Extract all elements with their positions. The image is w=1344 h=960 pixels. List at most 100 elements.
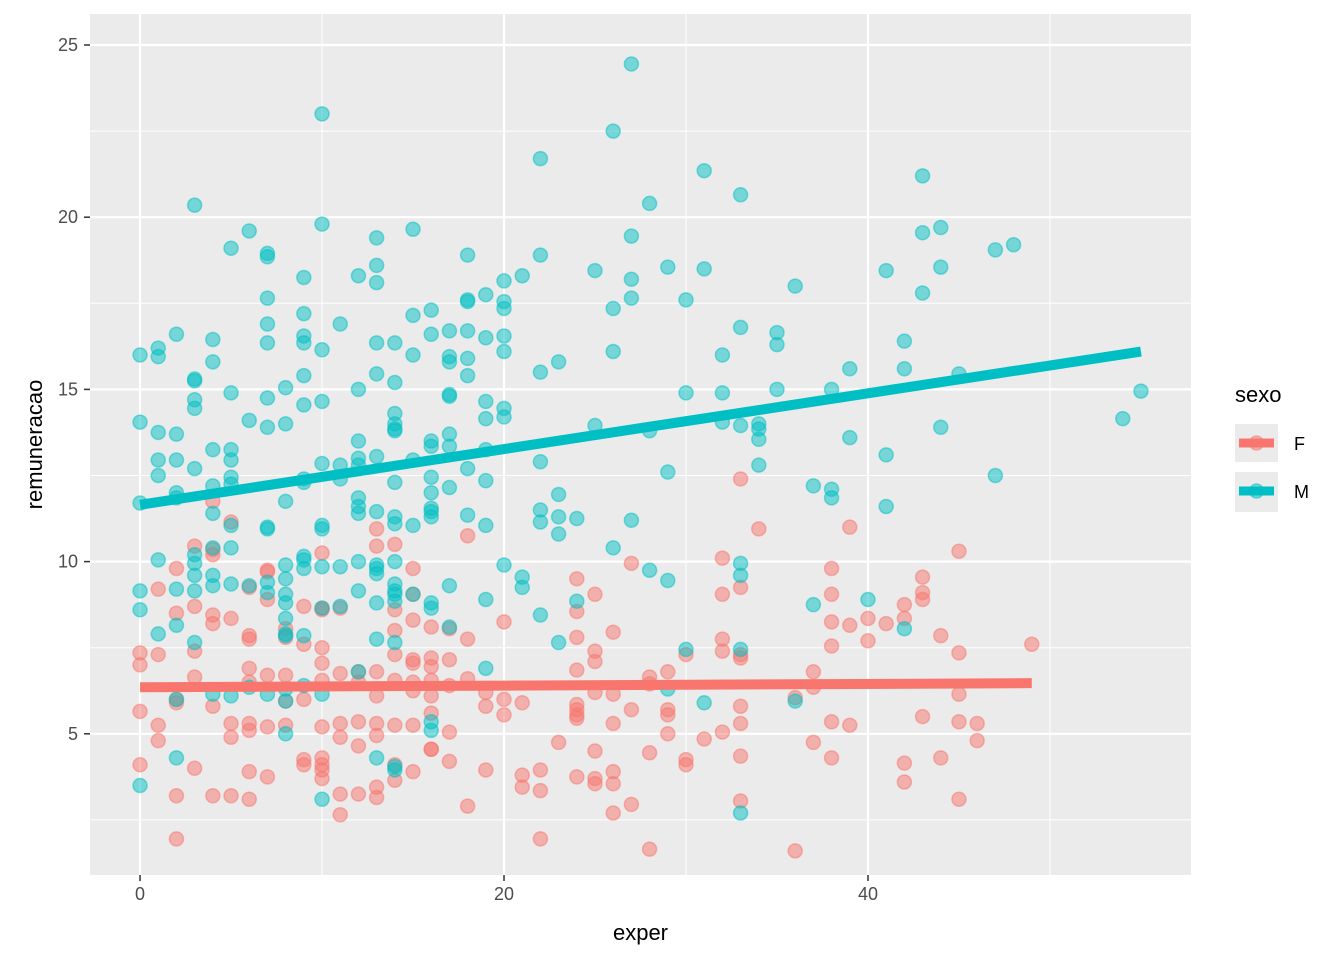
data-point-F-211	[951, 543, 967, 560]
data-point-F-155	[623, 555, 640, 572]
x-tick-label-0: 0	[135, 884, 145, 904]
data-point-M-8	[150, 424, 166, 441]
data-point-M-205	[514, 267, 530, 284]
data-point-M-53	[241, 412, 257, 429]
data-point-M-263	[787, 278, 803, 294]
data-point-M-230	[623, 271, 640, 287]
data-point-M-121	[368, 230, 385, 246]
legend-label-F: F	[1294, 434, 1305, 454]
data-point-F-101	[405, 717, 421, 733]
data-point-M-244	[696, 261, 712, 277]
data-point-M-209	[532, 247, 549, 263]
data-point-M-18	[168, 581, 185, 597]
panel-background	[90, 14, 1191, 875]
data-point-F-188	[805, 734, 822, 751]
data-point-F-194	[823, 750, 840, 766]
data-point-F-44	[259, 719, 276, 735]
data-point-M-94	[314, 106, 330, 122]
data-point-M-220	[569, 510, 585, 527]
data-point-F-78	[368, 521, 385, 537]
data-point-M-176	[441, 438, 458, 454]
data-point-M-278	[896, 621, 913, 637]
data-point-F-131	[532, 831, 549, 847]
data-point-M-133	[368, 750, 385, 766]
data-point-F-77	[350, 786, 367, 802]
data-point-F-190	[823, 586, 840, 603]
data-point-M-10	[150, 467, 166, 484]
data-point-M-219	[550, 634, 567, 651]
data-point-F-119	[459, 798, 476, 814]
data-point-F-214	[951, 713, 967, 730]
data-point-F-43	[259, 667, 276, 683]
data-point-M-13	[168, 326, 185, 343]
data-point-F-51	[296, 598, 312, 615]
data-point-F-161	[641, 841, 658, 857]
data-point-M-215	[550, 354, 567, 370]
data-point-M-95	[314, 216, 330, 232]
data-point-M-194	[478, 517, 494, 534]
data-point-M-74	[277, 595, 294, 611]
data-point-M-91	[296, 560, 312, 577]
data-point-M-201	[496, 343, 512, 360]
data-point-F-162	[660, 664, 676, 680]
y-axis-title: remuneracao	[22, 380, 47, 510]
data-point-F-132	[550, 734, 567, 751]
series-F-points	[132, 471, 1040, 859]
data-point-M-170	[441, 323, 458, 339]
data-point-M-72	[277, 571, 294, 587]
data-point-F-98	[405, 655, 421, 671]
data-point-F-117	[459, 631, 476, 647]
data-point-M-15	[168, 452, 185, 468]
data-point-F-205	[914, 569, 931, 585]
data-point-M-127	[368, 503, 385, 520]
data-point-F-4	[150, 581, 166, 597]
data-point-F-122	[478, 762, 494, 778]
data-point-M-1	[132, 414, 148, 430]
data-point-M-118	[350, 553, 367, 570]
data-point-M-60	[259, 335, 276, 351]
data-point-F-114	[441, 724, 458, 740]
data-point-F-56	[314, 545, 330, 561]
data-point-F-123	[496, 614, 512, 630]
data-point-F-185	[787, 843, 803, 859]
data-point-M-86	[296, 397, 312, 413]
grid-minor	[90, 14, 1191, 875]
data-point-F-17	[186, 669, 203, 685]
data-point-F-209	[933, 627, 949, 644]
data-point-F-141	[569, 769, 585, 785]
data-point-F-183	[751, 521, 767, 537]
data-point-F-218	[1024, 636, 1040, 652]
data-point-M-50	[223, 576, 239, 592]
data-point-F-125	[496, 707, 512, 723]
data-point-F-8	[168, 560, 185, 577]
y-tick-label-0: 5	[68, 724, 78, 744]
data-point-F-140	[569, 710, 585, 727]
data-point-M-272	[860, 591, 876, 608]
data-point-M-155	[405, 517, 421, 534]
data-point-M-277	[896, 360, 913, 377]
data-point-M-275	[878, 498, 894, 515]
data-point-F-175	[732, 471, 749, 487]
data-point-M-19	[168, 617, 185, 634]
data-point-F-212	[951, 645, 967, 661]
data-point-M-35	[205, 441, 221, 458]
data-point-F-55	[296, 757, 312, 773]
data-point-M-110	[350, 267, 367, 284]
data-point-M-255	[732, 805, 749, 821]
data-point-F-85	[368, 789, 385, 806]
legend-key-point-F	[1248, 435, 1265, 451]
data-point-F-1	[132, 657, 148, 673]
data-point-M-282	[933, 219, 949, 236]
data-point-M-179	[441, 619, 458, 635]
data-point-M-246	[714, 347, 731, 363]
data-point-M-96	[314, 342, 330, 358]
data-point-F-2	[132, 703, 148, 720]
data-point-F-96	[405, 612, 421, 628]
legend-title: sexo	[1235, 382, 1281, 407]
data-point-F-28	[223, 715, 239, 732]
data-point-F-133	[569, 571, 585, 587]
y-tick-label-1: 10	[58, 552, 78, 572]
data-point-F-75	[350, 713, 367, 730]
data-point-F-179	[732, 698, 749, 714]
